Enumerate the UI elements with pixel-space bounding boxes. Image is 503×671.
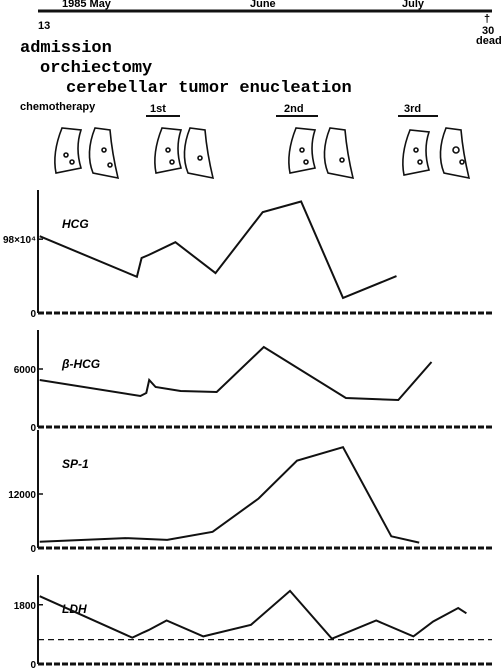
series-line — [40, 202, 397, 298]
lung-drawings — [55, 128, 469, 178]
series-line — [40, 347, 432, 400]
month-label: June — [250, 0, 276, 10]
y-tick-label: 0 — [30, 423, 36, 434]
chemo-course: 1st — [150, 103, 166, 115]
event: cerebellar tumor enucleation — [66, 79, 352, 98]
lung-sketch — [289, 128, 315, 173]
y-tick-label: 0 — [30, 544, 36, 555]
series-line — [40, 447, 420, 542]
lung-sketch — [155, 128, 181, 173]
lung-sketch — [324, 128, 353, 178]
month-label: July — [402, 0, 425, 10]
end-note: dead — [476, 35, 502, 47]
series-line — [40, 591, 467, 639]
page: 1985 May June July 13 † 30 dead admissio… — [0, 0, 503, 671]
chart-title: HCG — [62, 217, 89, 231]
y-tick-label: 0 — [30, 309, 36, 320]
figure: 1985 May June July 13 † 30 dead admissio… — [0, 0, 503, 671]
month-label: 1985 May — [62, 0, 112, 10]
event: admission — [20, 39, 112, 58]
y-tick-label: 98×10⁴ — [3, 235, 36, 246]
lung-sketch — [89, 128, 118, 178]
lung-sketch — [55, 128, 81, 173]
chart-title: β-HCG — [61, 357, 100, 371]
death-mark: † — [484, 13, 490, 25]
y-tick-label: 6000 — [14, 365, 37, 376]
chart-title: LDH — [62, 602, 87, 616]
chemo-label: chemotherapy — [20, 101, 96, 113]
start-day: 13 — [38, 20, 50, 32]
y-tick-label: 1800 — [14, 601, 37, 612]
y-tick-label: 12000 — [8, 490, 36, 501]
chemo-course: 2nd — [284, 103, 304, 115]
event: orchiectomy — [40, 59, 152, 78]
y-tick-label: 0 — [30, 660, 36, 671]
chart-title: SP-1 — [62, 457, 89, 471]
lung-sketch — [184, 128, 213, 178]
chemo-course: 3rd — [404, 103, 421, 115]
